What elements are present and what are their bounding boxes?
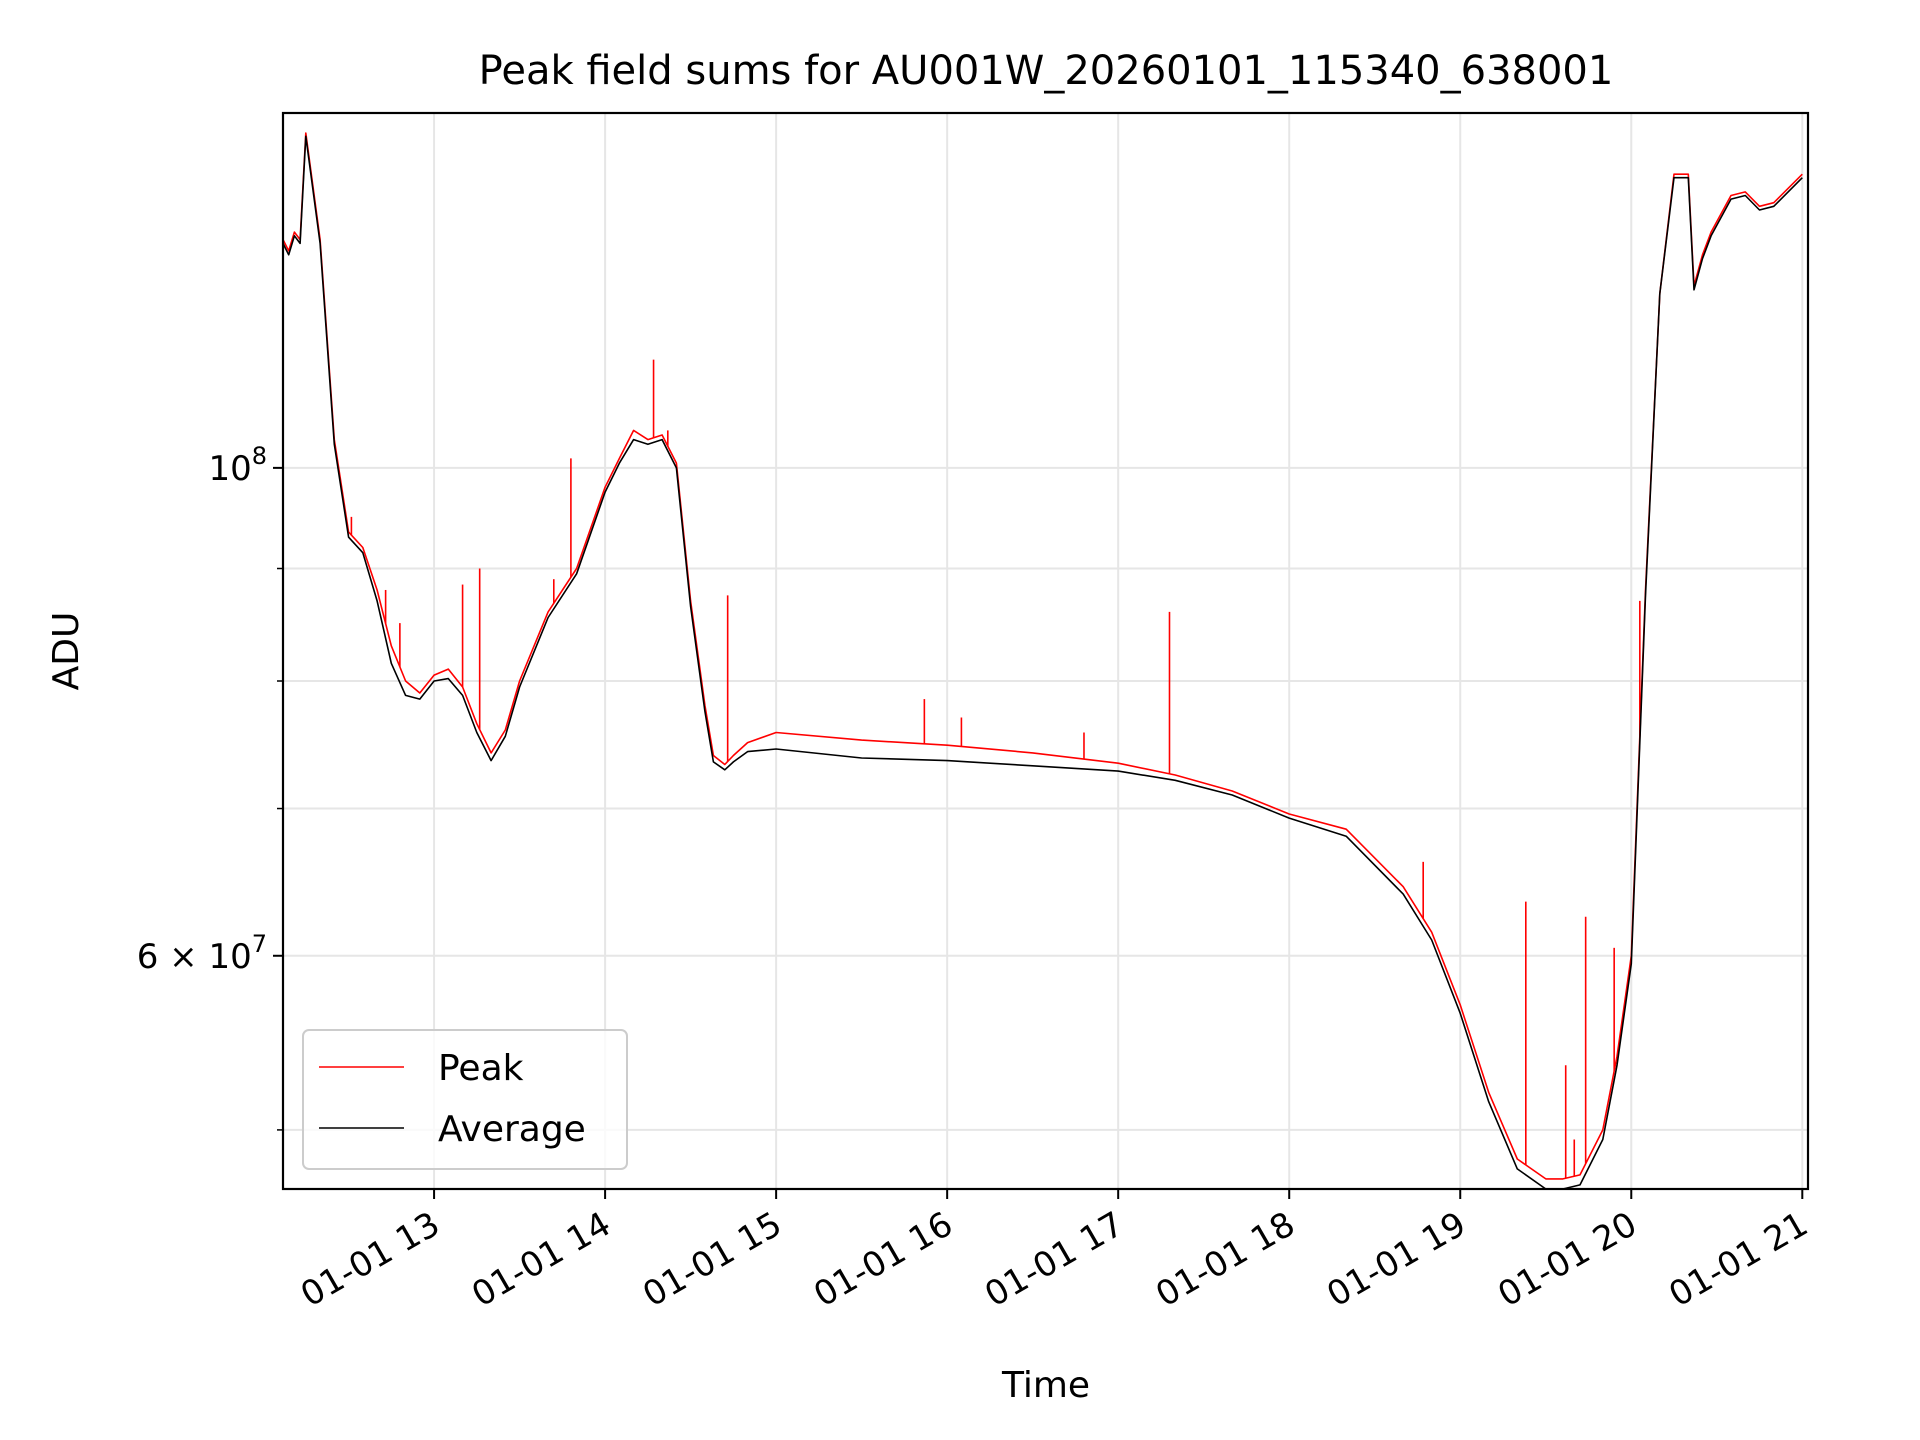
grid (283, 113, 1808, 1189)
series-layer (282, 132, 1803, 1190)
legend-box (302, 1029, 628, 1170)
chart-title: Peak field sums for AU001W_20260101_1153… (479, 48, 1614, 94)
plot-frame (281, 111, 1810, 1191)
y-axis-label: ADU (46, 612, 87, 691)
x-axis-label: Time (1001, 1365, 1090, 1406)
legend-label-average: Average (438, 1109, 586, 1150)
legend-label-peak: Peak (438, 1048, 524, 1089)
series-line-average (282, 135, 1803, 1190)
y-axis: 108 6 × 107 (137, 442, 283, 1131)
y-tick-label: 108 (208, 442, 267, 489)
legend: Peak Average (302, 1029, 628, 1170)
y-tick-label: 6 × 107 (137, 930, 267, 977)
peak-spikes (350, 359, 1641, 1179)
